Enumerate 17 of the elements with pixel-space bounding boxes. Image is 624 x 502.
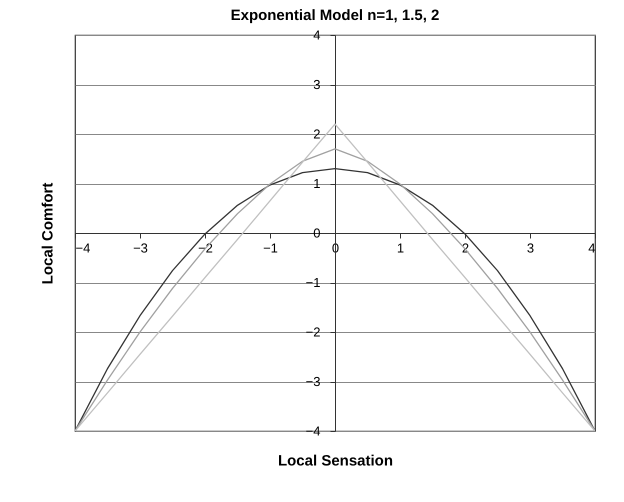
y-tick-label: −1 (306, 275, 320, 290)
x-tick-label: 1 (396, 240, 404, 256)
y-tick-label: 4 (313, 28, 320, 42)
y-tick-label: 3 (313, 77, 320, 92)
x-tick-label: −1 (263, 240, 278, 256)
chart-title: Exponential Model n=1, 1.5, 2 (230, 7, 440, 24)
x-axis-title: Local Sensation (278, 452, 394, 470)
x-tick-label: −4 (76, 240, 90, 256)
x-tick-label: −2 (198, 240, 213, 256)
x-tick-label: 3 (526, 240, 534, 256)
y-tick-label: 2 (313, 126, 320, 142)
y-tick-label: −2 (306, 324, 320, 340)
y-tick-label: −4 (306, 424, 320, 438)
y-tick-label: −3 (306, 374, 320, 389)
x-tick-label: −3 (133, 240, 148, 256)
y-axis-title: Local Comfort (40, 182, 56, 284)
y-tick-label: 1 (313, 176, 320, 191)
